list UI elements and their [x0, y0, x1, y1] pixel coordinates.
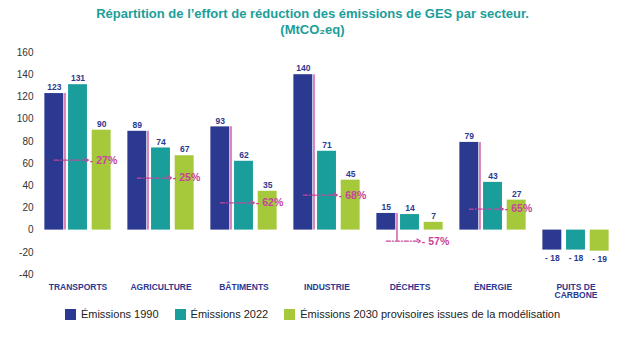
svg-text:140: 140 [296, 63, 310, 73]
svg-text:120: 120 [17, 91, 34, 102]
svg-text:160: 160 [17, 47, 34, 58]
svg-text:- 19: - 19 [592, 254, 607, 264]
svg-text:14: 14 [405, 203, 415, 213]
svg-text:131: 131 [71, 73, 85, 83]
svg-text:- 18: - 18 [545, 253, 560, 263]
svg-text:100: 100 [17, 113, 34, 124]
svg-text:35: 35 [263, 180, 273, 190]
svg-text:- 25%: - 25% [173, 171, 201, 183]
svg-text:- 18: - 18 [569, 253, 584, 263]
svg-text:62: 62 [239, 150, 249, 160]
svg-text:- 27%: - 27% [90, 154, 118, 166]
svg-text:-20: -20 [19, 247, 34, 258]
html-text:Répartition de l’effort de réd: Répartition de l’effort de réduction des… [96, 6, 529, 21]
svg-text:20: 20 [22, 202, 34, 213]
svg-text:80: 80 [22, 136, 34, 147]
svg-text:71: 71 [322, 140, 332, 150]
svg-text:60: 60 [22, 158, 34, 169]
svg-text:93: 93 [216, 116, 226, 126]
svg-text:43: 43 [488, 171, 498, 181]
html-text:Émissions 1990: Émissions 1990 [80, 308, 159, 320]
svg-text:-40: -40 [19, 269, 34, 280]
svg-text:INDUSTRIE: INDUSTRIE [304, 282, 350, 292]
html-text:Émissions 2030 provisoires iss: Émissions 2030 provisoires issues de la … [300, 308, 561, 320]
svg-text:AGRICULTURE: AGRICULTURE [130, 282, 192, 292]
svg-text:BÂTIMENTS: BÂTIMENTS [219, 281, 269, 292]
svg-text:0: 0 [28, 224, 34, 235]
svg-text:140: 140 [17, 69, 34, 80]
svg-text:45: 45 [346, 169, 356, 179]
svg-text:15: 15 [382, 202, 392, 212]
svg-text:90: 90 [97, 119, 107, 129]
svg-text:123: 123 [47, 82, 61, 92]
svg-text:67: 67 [180, 144, 190, 154]
svg-text:79: 79 [465, 131, 475, 141]
svg-text:TRANSPORTS: TRANSPORTS [49, 282, 108, 292]
svg-text:- 62%: - 62% [256, 196, 284, 208]
svg-text:89: 89 [133, 120, 143, 130]
svg-text:40: 40 [22, 180, 34, 191]
svg-text:ÉNERGIE: ÉNERGIE [474, 282, 513, 292]
svg-text:DÉCHETS: DÉCHETS [390, 282, 431, 292]
svg-text:7: 7 [431, 211, 436, 221]
svg-text:PUITS DECARBONE: PUITS DECARBONE [555, 282, 598, 301]
svg-text:- 65%: - 65% [505, 202, 533, 214]
svg-text:- 68%: - 68% [339, 188, 367, 200]
svg-text:27: 27 [512, 189, 522, 199]
svg-text:- 57%: - 57% [422, 235, 450, 247]
html-text:Émissions 2022: Émissions 2022 [190, 308, 269, 320]
svg-text:74: 74 [156, 137, 166, 147]
html-text:(MtCO₂eq): (MtCO₂eq) [280, 22, 345, 37]
